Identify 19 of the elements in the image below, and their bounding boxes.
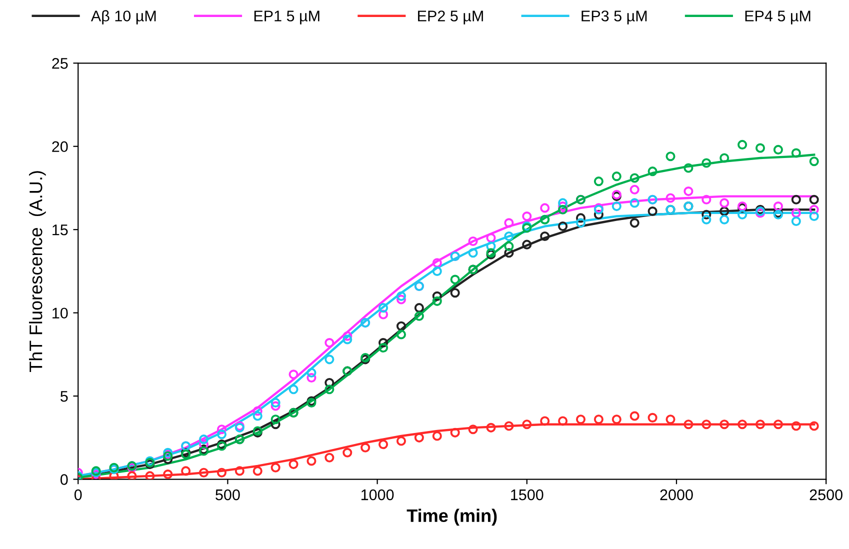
y-tick-label: 10: [52, 308, 68, 319]
y-tick-label: 5: [60, 391, 68, 402]
x-tick-label: 1500: [511, 489, 544, 500]
y-axis-title: ThT Fluorescence (A.U.): [29, 171, 46, 372]
y-tick-label: 25: [52, 58, 68, 69]
legend-label: EP3 5 µM: [582, 10, 647, 24]
x-tick-label: 1000: [361, 489, 394, 500]
y-tick-label: 15: [52, 224, 68, 236]
x-tick-label: 2000: [660, 489, 693, 500]
legend-label: EP2 5 µM: [418, 10, 483, 24]
x-tick-label: 2500: [810, 489, 842, 500]
y-tick-label: 0: [60, 474, 68, 485]
legend-label: Aβ 10 µM: [90, 10, 156, 24]
x-tick-label: 500: [216, 489, 240, 500]
x-axis-title: Time (min): [406, 508, 497, 526]
x-tick-label: 0: [74, 489, 82, 500]
legend-label: EP4 5 µM: [745, 10, 810, 24]
legend-label: EP1 5 µM: [254, 10, 320, 24]
y-tick-label: 20: [52, 141, 68, 152]
